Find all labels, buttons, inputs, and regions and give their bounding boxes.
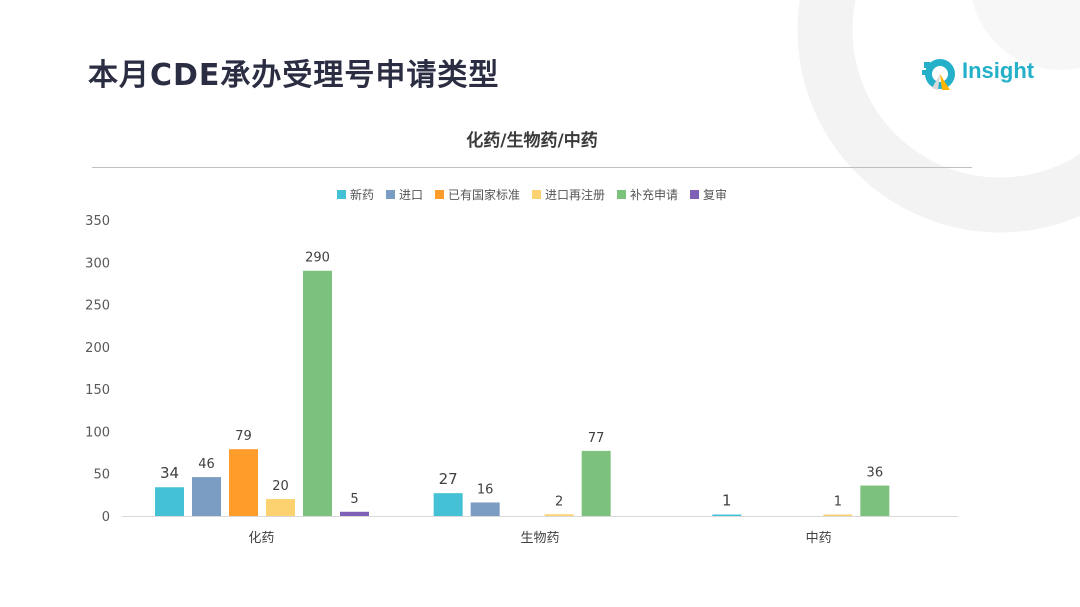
bar-2-3 xyxy=(823,514,853,516)
legend-item-0: 新药 xyxy=(336,186,374,203)
legend-label-4: 补充申请 xyxy=(630,188,679,202)
data-label-0-3: 20 xyxy=(272,479,289,494)
legend-label-1: 进口 xyxy=(398,188,423,202)
bar-1-3 xyxy=(544,514,574,516)
chart-title: 化药/生物药/中药 xyxy=(466,131,598,151)
bar-2-4 xyxy=(860,485,890,516)
bar-2-0 xyxy=(712,514,742,516)
y-tick-label-350: 350 xyxy=(85,214,110,229)
data-label-1-4: 77 xyxy=(588,431,605,446)
legend-swatch-2 xyxy=(434,190,444,199)
y-tick-label-200: 200 xyxy=(85,341,110,356)
data-label-2-0: 1 xyxy=(722,492,732,510)
bar-0-5 xyxy=(340,511,369,516)
y-tick-label-50: 50 xyxy=(93,468,110,483)
data-label-0-1: 46 xyxy=(198,457,215,472)
legend-item-3: 进口再注册 xyxy=(532,186,605,203)
legend-swatch-1 xyxy=(385,190,395,199)
chart-legend: 新药 进口 已有国家标准 进口再注册 补充申请 复审 xyxy=(0,186,1064,203)
legend-swatch-0 xyxy=(336,190,346,199)
data-label-2-3: 1 xyxy=(834,495,842,510)
insight-logo: Insight xyxy=(920,54,1050,92)
legend-label-2: 已有国家标准 xyxy=(447,188,520,202)
page-title: 本月CDE承办受理号申请类型 xyxy=(88,58,500,93)
x-tick-label-0: 化药 xyxy=(248,531,274,546)
insight-logo-text: Insight xyxy=(962,58,1035,83)
legend-label-0: 新药 xyxy=(349,188,374,202)
y-tick-label-100: 100 xyxy=(85,425,110,440)
legend-item-1: 进口 xyxy=(385,186,423,203)
bar-0-2 xyxy=(229,449,258,516)
bar-1-4 xyxy=(581,450,611,516)
bar-0-1 xyxy=(192,477,221,516)
bar-0-3 xyxy=(266,499,295,516)
title-divider xyxy=(92,167,972,168)
x-tick-label-2: 中药 xyxy=(806,531,832,546)
data-label-1-3: 2 xyxy=(555,494,563,509)
y-tick-label-150: 150 xyxy=(85,383,110,398)
legend-swatch-5 xyxy=(690,190,700,199)
data-label-0-2: 79 xyxy=(235,429,252,444)
bar-1-0 xyxy=(433,493,463,516)
legend-swatch-3 xyxy=(532,190,541,199)
y-tick-label-0: 0 xyxy=(102,510,110,525)
y-tick-label-250: 250 xyxy=(85,299,110,314)
bar-0-4 xyxy=(303,270,332,516)
insight-logo-icon xyxy=(922,59,955,90)
bar-0-0 xyxy=(155,487,184,516)
legend-item-2: 已有国家标准 xyxy=(434,186,520,203)
data-label-1-1: 16 xyxy=(477,482,494,497)
legend-label-5: 复审 xyxy=(703,188,728,202)
data-label-0-4: 290 xyxy=(305,251,330,266)
legend-swatch-4 xyxy=(617,190,627,199)
legend-item-4: 补充申请 xyxy=(617,186,678,203)
y-tick-label-300: 300 xyxy=(85,256,110,271)
x-tick-label-1: 生物药 xyxy=(520,531,559,546)
legend-item-5: 复审 xyxy=(690,186,727,203)
bar-1-1 xyxy=(470,502,500,516)
data-label-0-0: 34 xyxy=(160,464,179,482)
data-label-1-0: 27 xyxy=(439,470,458,488)
data-label-0-5: 5 xyxy=(350,492,358,507)
legend-label-3: 进口再注册 xyxy=(545,188,606,202)
data-label-2-4: 36 xyxy=(867,466,884,481)
